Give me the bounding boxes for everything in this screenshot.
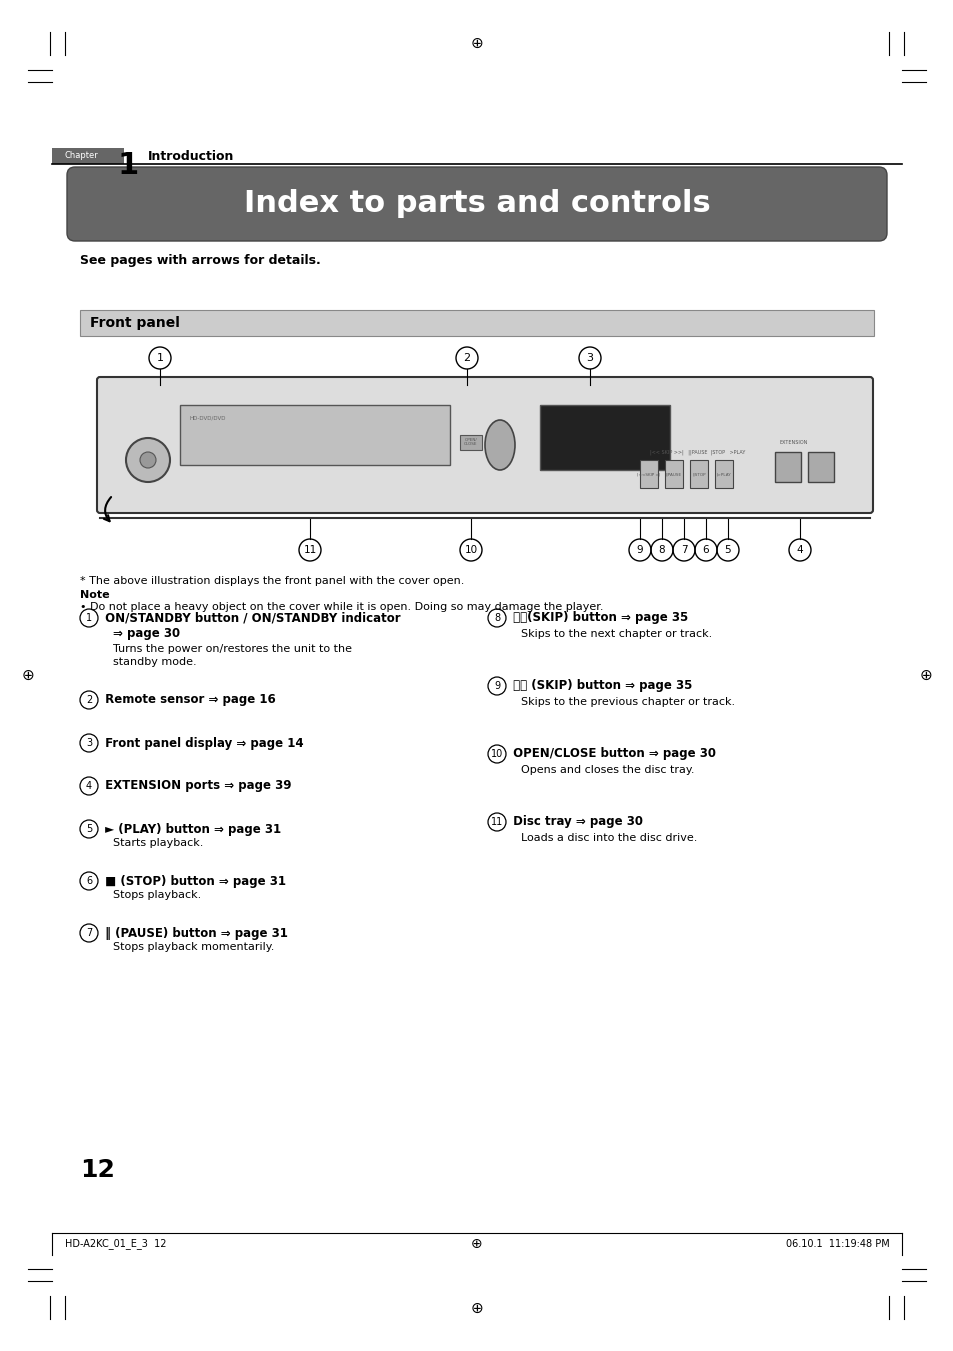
Circle shape	[140, 453, 156, 467]
Text: 6: 6	[86, 875, 92, 886]
Text: Note: Note	[80, 590, 110, 600]
Text: |>PLAY: |>PLAY	[716, 471, 731, 476]
Bar	[807, 453, 833, 482]
Text: ⊕: ⊕	[470, 35, 483, 50]
Text: Remote sensor ⇒ page 16: Remote sensor ⇒ page 16	[101, 693, 275, 707]
Text: OPEN/CLOSE button ⇒ page 30: OPEN/CLOSE button ⇒ page 30	[509, 747, 716, 761]
Text: 11: 11	[491, 817, 502, 827]
Bar	[664, 459, 682, 488]
Text: Front panel: Front panel	[90, 316, 180, 330]
Text: 6: 6	[702, 544, 709, 555]
Text: HD-DVD/DVD: HD-DVD/DVD	[190, 415, 226, 420]
Text: 7: 7	[680, 544, 686, 555]
Text: ⇒ page 30: ⇒ page 30	[112, 627, 180, 640]
Text: 10: 10	[491, 748, 502, 759]
Text: 4: 4	[796, 544, 802, 555]
Text: Opens and closes the disc tray.: Opens and closes the disc tray.	[520, 765, 694, 775]
Bar	[714, 459, 732, 488]
Bar	[180, 405, 450, 465]
Ellipse shape	[484, 420, 515, 470]
Text: Front panel display ⇒ page 14: Front panel display ⇒ page 14	[101, 736, 303, 750]
Text: ‖ (PAUSE) button ⇒ page 31: ‖ (PAUSE) button ⇒ page 31	[101, 927, 288, 939]
Text: |<<SKIP >|: |<<SKIP >|	[637, 471, 660, 476]
Text: EXTENSION: EXTENSION	[780, 440, 807, 444]
Text: Disc tray ⇒ page 30: Disc tray ⇒ page 30	[509, 816, 642, 828]
Text: Turns the power on/restores the unit to the: Turns the power on/restores the unit to …	[112, 644, 352, 654]
Text: Stops playback.: Stops playback.	[112, 890, 201, 900]
Text: ⊕: ⊕	[919, 667, 931, 682]
Text: ⊕: ⊕	[471, 1238, 482, 1251]
Text: 12: 12	[80, 1158, 114, 1182]
FancyBboxPatch shape	[97, 377, 872, 513]
Bar	[539, 405, 669, 470]
Circle shape	[126, 438, 170, 482]
Text: Index to parts and controls: Index to parts and controls	[243, 189, 710, 219]
Text: 9: 9	[636, 544, 642, 555]
FancyBboxPatch shape	[67, 168, 886, 240]
Text: ||STOP: ||STOP	[692, 471, 705, 476]
Text: ■ (STOP) button ⇒ page 31: ■ (STOP) button ⇒ page 31	[101, 874, 286, 888]
Text: Chapter: Chapter	[65, 151, 99, 161]
Text: * The above illustration displays the front panel with the cover open.: * The above illustration displays the fr…	[80, 576, 464, 586]
Text: EXTENSION ports ⇒ page 39: EXTENSION ports ⇒ page 39	[101, 780, 292, 793]
Text: 3: 3	[586, 353, 593, 363]
Text: standby mode.: standby mode.	[112, 657, 196, 667]
Text: 2: 2	[86, 694, 92, 705]
Bar	[774, 453, 801, 482]
Text: 1: 1	[86, 613, 92, 623]
Text: HD-A2KC_01_E_3  12: HD-A2KC_01_E_3 12	[65, 1239, 167, 1250]
Text: Stops playback momentarily.: Stops playback momentarily.	[112, 942, 274, 952]
Text: ► (PLAY) button ⇒ page 31: ► (PLAY) button ⇒ page 31	[101, 823, 281, 835]
Text: ⏪⏪ (SKIP) button ⇒ page 35: ⏪⏪ (SKIP) button ⇒ page 35	[509, 680, 692, 693]
Text: 10: 10	[464, 544, 477, 555]
Text: 2: 2	[463, 353, 470, 363]
Text: ||PAUSE: ||PAUSE	[665, 471, 681, 476]
Text: Starts playback.: Starts playback.	[112, 838, 203, 848]
Text: Skips to the next chapter or track.: Skips to the next chapter or track.	[520, 630, 712, 639]
Text: • Do not place a heavy object on the cover while it is open. Doing so may damage: • Do not place a heavy object on the cov…	[80, 603, 603, 612]
Bar	[639, 459, 658, 488]
Text: 5: 5	[86, 824, 92, 834]
Text: 3: 3	[86, 738, 92, 748]
Bar	[52, 149, 124, 163]
Text: 11: 11	[303, 544, 316, 555]
Text: Skips to the previous chapter or track.: Skips to the previous chapter or track.	[520, 697, 735, 707]
Text: OPEN/
CLOSE: OPEN/ CLOSE	[464, 438, 477, 446]
Text: Loads a disc into the disc drive.: Loads a disc into the disc drive.	[520, 834, 697, 843]
Text: 7: 7	[86, 928, 92, 938]
Text: |<< SKIP >>|   ||PAUSE  |STOP   >PLAY: |<< SKIP >>| ||PAUSE |STOP >PLAY	[649, 450, 744, 455]
Text: 8: 8	[658, 544, 664, 555]
Text: ⊕: ⊕	[22, 667, 34, 682]
Text: See pages with arrows for details.: See pages with arrows for details.	[80, 254, 320, 267]
Text: ON/STANDBY button / ON/STANDBY indicator: ON/STANDBY button / ON/STANDBY indicator	[101, 612, 400, 624]
Text: 9: 9	[494, 681, 499, 690]
Text: 4: 4	[86, 781, 92, 790]
Text: 5: 5	[724, 544, 731, 555]
Text: 1: 1	[156, 353, 163, 363]
Text: 06.10.1  11:19:48 PM: 06.10.1 11:19:48 PM	[785, 1239, 889, 1250]
Text: Introduction: Introduction	[148, 150, 234, 162]
Text: 1: 1	[117, 151, 138, 181]
Text: ⏩⏩(SKIP) button ⇒ page 35: ⏩⏩(SKIP) button ⇒ page 35	[509, 612, 687, 624]
Bar	[459, 435, 481, 450]
Text: ⊕: ⊕	[470, 1301, 483, 1316]
Bar	[689, 459, 707, 488]
FancyBboxPatch shape	[80, 309, 873, 336]
Text: 8: 8	[494, 613, 499, 623]
